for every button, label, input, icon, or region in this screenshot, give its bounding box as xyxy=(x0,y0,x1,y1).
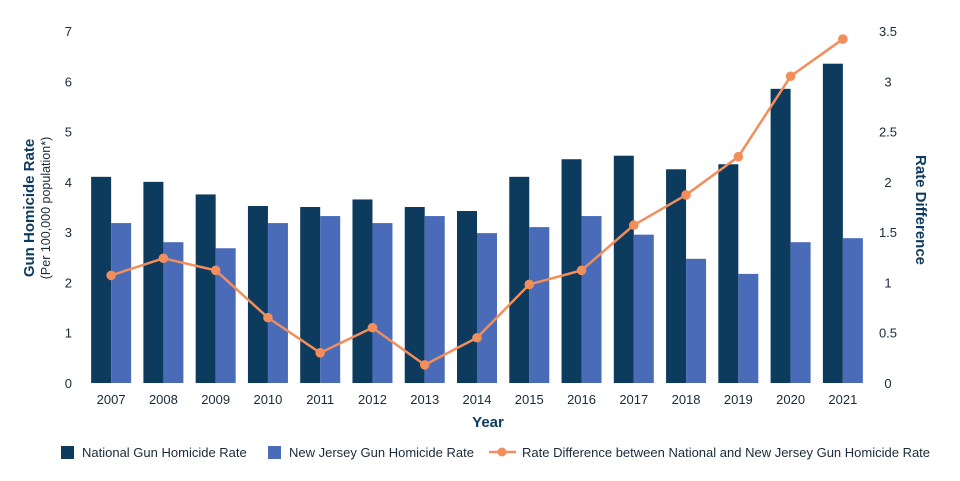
bar-national-2013 xyxy=(404,207,425,383)
bar-national-2007 xyxy=(91,176,112,383)
y-tick-label: 7 xyxy=(65,24,72,39)
y2-tick-label: 1.5 xyxy=(879,225,897,240)
bar-new-jersey-2007 xyxy=(111,223,132,383)
x-tick-label-2017: 2017 xyxy=(619,392,648,407)
y-tick-label: 6 xyxy=(65,74,72,89)
y2-tick-label: 3.5 xyxy=(879,24,897,39)
y2-axis-ticks: 0 0.5 1 1.5 2 2.5 3 3.5 xyxy=(879,24,897,391)
y-tick-label: 2 xyxy=(65,275,72,290)
bar-national-2015 xyxy=(509,176,530,383)
x-tick-label-2021: 2021 xyxy=(828,392,857,407)
x-tick-label-2011: 2011 xyxy=(306,392,334,407)
rate-difference-point-2019 xyxy=(733,151,744,162)
bar-new-jersey-2013 xyxy=(424,216,445,383)
y-tick-label: 1 xyxy=(65,326,72,341)
bar-national-2011 xyxy=(300,207,321,383)
x-tick-label-2016: 2016 xyxy=(567,392,596,407)
x-tick-label-2018: 2018 xyxy=(672,392,701,407)
bar-new-jersey-2020 xyxy=(790,242,811,383)
legend-swatch-new-jersey xyxy=(268,446,281,459)
rate-difference-point-2011 xyxy=(315,348,326,358)
y-axis-title-group: Gun Homicide Rate xyxy=(21,139,38,277)
bar-new-jersey-2018 xyxy=(686,258,707,383)
y-tick-label: 4 xyxy=(65,175,72,190)
x-axis-ticks: 2007 2008 2009 2010 2011 2012 2013 2014 2015 2016… xyxy=(97,392,858,407)
legend-marker-difference xyxy=(497,447,507,457)
x-axis-title: Year xyxy=(472,414,504,431)
rate-difference-point-2016 xyxy=(576,265,587,276)
y-axis-title: Gun Homicide Rate xyxy=(21,139,38,277)
y-axis-subtitle: (Per 100,000 population*) xyxy=(39,137,53,279)
rate-difference-point-2018 xyxy=(681,190,691,200)
x-tick-label-2009: 2009 xyxy=(201,392,230,407)
y2-axis-title-group: Rate Difference xyxy=(912,155,929,265)
y2-tick-label: 2.5 xyxy=(879,125,897,140)
bar-national-2014 xyxy=(457,211,477,383)
x-tick-label-2015: 2015 xyxy=(515,392,544,407)
bar-new-jersey-2019 xyxy=(738,273,759,383)
y2-tick-label: 3 xyxy=(884,74,891,89)
legend-label-difference: Rate Difference between National and New… xyxy=(522,445,930,460)
rate-difference-point-2014 xyxy=(472,332,482,343)
bar-national-2016 xyxy=(561,159,582,383)
bar-new-jersey-2012 xyxy=(372,223,393,383)
bar-new-jersey-2021 xyxy=(842,238,863,383)
bar-national-2012 xyxy=(352,199,373,383)
y-axis-ticks: 0 1 2 3 4 5 6 7 xyxy=(65,24,72,391)
bar-national-2010 xyxy=(247,205,268,383)
bars xyxy=(91,63,863,383)
legend-swatch-national xyxy=(61,446,74,459)
rate-difference-line xyxy=(106,34,848,370)
bar-national-2008 xyxy=(143,181,164,383)
bar-national-2020 xyxy=(770,88,791,383)
bar-national-2017 xyxy=(613,155,634,383)
bar-new-jersey-2010 xyxy=(267,223,288,383)
bar-new-jersey-2014 xyxy=(477,233,497,383)
y2-tick-label: 1 xyxy=(884,275,891,290)
bar-national-2018 xyxy=(666,169,687,383)
legend-label-national: National Gun Homicide Rate xyxy=(82,445,247,460)
legend: National Gun Homicide Rate New Jersey Gu… xyxy=(61,445,930,460)
bar-new-jersey-2011 xyxy=(320,216,341,383)
rate-difference-point-2009 xyxy=(210,265,221,276)
x-tick-label-2014: 2014 xyxy=(463,392,492,407)
y2-tick-label: 0.5 xyxy=(879,326,897,341)
x-tick-label-2012: 2012 xyxy=(358,392,387,407)
x-tick-label-2013: 2013 xyxy=(410,392,439,407)
bar-national-2019 xyxy=(718,164,739,383)
rate-difference-point-2008 xyxy=(158,253,169,264)
x-tick-label-2008: 2008 xyxy=(149,392,178,407)
rate-difference-point-2020 xyxy=(785,71,796,82)
legend-label-new-jersey: New Jersey Gun Homicide Rate xyxy=(289,445,474,460)
x-tick-label-2007: 2007 xyxy=(97,392,126,407)
rate-difference-point-2007 xyxy=(106,270,116,281)
rate-difference-point-2015 xyxy=(524,279,535,290)
y-tick-label: 5 xyxy=(65,125,72,140)
y2-axis-title: Rate Difference xyxy=(912,155,929,265)
y2-tick-label: 2 xyxy=(884,175,891,190)
y-tick-label: 0 xyxy=(65,376,72,391)
x-tick-label-2010: 2010 xyxy=(253,392,282,407)
bar-new-jersey-2009 xyxy=(215,248,236,383)
bar-national-2009 xyxy=(195,194,216,383)
x-tick-label-2020: 2020 xyxy=(776,392,805,407)
rate-difference-point-2010 xyxy=(263,312,273,323)
y2-tick-label: 0 xyxy=(884,376,891,391)
bar-national-2021 xyxy=(822,63,843,383)
bar-new-jersey-2017 xyxy=(633,234,654,383)
rate-difference-point-2017 xyxy=(629,220,639,230)
bar-new-jersey-2016 xyxy=(581,216,602,383)
bar-new-jersey-2015 xyxy=(529,227,550,383)
rate-difference-point-2013 xyxy=(419,360,430,370)
y-tick-label: 3 xyxy=(65,225,72,240)
rate-difference-point-2021 xyxy=(838,34,848,44)
x-tick-label-2019: 2019 xyxy=(724,392,753,407)
y-axis-subtitle-group: (Per 100,000 population*) xyxy=(39,137,53,279)
bar-new-jersey-2008 xyxy=(163,242,184,383)
rate-difference-point-2012 xyxy=(367,322,378,333)
